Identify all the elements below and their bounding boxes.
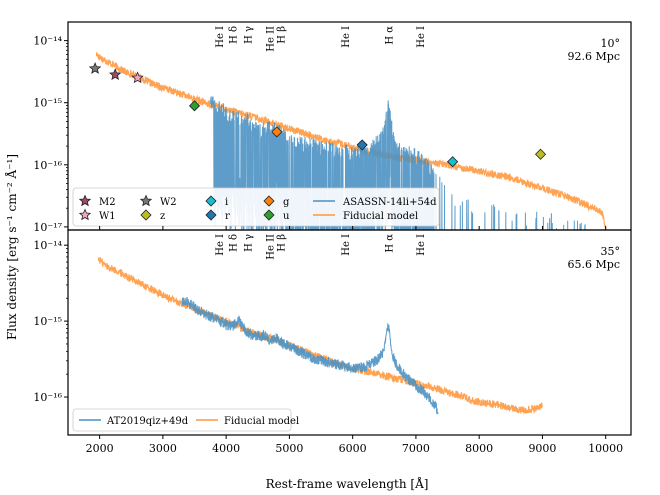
line-marker-label: He II bbox=[266, 234, 277, 260]
line-marker-label: He I bbox=[215, 26, 226, 48]
legend-label: z bbox=[160, 211, 165, 222]
y-tick-label: 10⁻¹⁷ bbox=[33, 221, 62, 234]
x-tick-label: 10000 bbox=[588, 442, 623, 455]
legend-frame bbox=[72, 408, 292, 432]
legend-label: AT2019qiz+49d bbox=[106, 416, 189, 427]
y-tick-label: 10⁻¹⁶ bbox=[33, 391, 62, 404]
legend-marker-r bbox=[205, 209, 217, 221]
y-tick-label: 10⁻¹⁴ bbox=[33, 35, 62, 48]
photometry-point-m2 bbox=[109, 68, 122, 81]
legend-marker-m2 bbox=[78, 194, 92, 207]
line-marker-label: H β bbox=[277, 234, 288, 252]
x-tick-label: 9000 bbox=[528, 442, 556, 455]
top-angle-label: 10° bbox=[601, 37, 621, 50]
line-marker-label: H α bbox=[384, 234, 395, 253]
x-tick-label: 7000 bbox=[402, 442, 430, 455]
observed-spectrum-bottom bbox=[181, 297, 439, 415]
legend-marker-w2 bbox=[139, 194, 153, 207]
x-tick-label: 5000 bbox=[275, 442, 303, 455]
line-marker-label: He I bbox=[416, 26, 427, 48]
bottom-plot-area bbox=[97, 256, 543, 415]
photometry-point-u bbox=[188, 100, 201, 112]
legend-marker-u bbox=[263, 209, 275, 221]
bottom-angle-label: 35° bbox=[601, 245, 621, 258]
line-marker-label: H α bbox=[384, 26, 395, 45]
legend-label: Fiducial model bbox=[343, 211, 418, 222]
line-marker-label: H γ bbox=[244, 26, 255, 44]
line-marker-label: H δ bbox=[229, 234, 240, 252]
line-marker-label: H γ bbox=[244, 234, 255, 252]
model-spectrum-bottom bbox=[97, 256, 543, 415]
y-tick-label: 10⁻¹⁵ bbox=[33, 315, 62, 328]
x-tick-label: 4000 bbox=[212, 442, 240, 455]
photometry-point-g bbox=[271, 126, 283, 138]
bottom-ticks: 10⁻¹⁴ 10⁻¹⁵ 10⁻¹⁶ bbox=[33, 239, 68, 404]
legend-label: u bbox=[283, 211, 290, 222]
legend-label: Fiducial model bbox=[224, 416, 299, 427]
line-marker-label: H β bbox=[277, 26, 288, 44]
top-ticks: 10⁻¹⁴ 10⁻¹⁵ 10⁻¹⁶ 10⁻¹⁷ bbox=[33, 35, 68, 234]
legend-marker-g bbox=[263, 195, 275, 207]
top-legend: M2 W1 W2 z ir gu ASASSN-14li+54d Fiducial model bbox=[72, 187, 440, 227]
line-marker-label: H δ bbox=[229, 26, 240, 44]
legend-label: ASASSN-14li+54d bbox=[342, 197, 437, 208]
photometry-point-w1 bbox=[131, 71, 144, 84]
x-tick-label: 3000 bbox=[149, 442, 177, 455]
line-marker-label: He I bbox=[416, 234, 427, 256]
photometry-point-z bbox=[534, 148, 547, 160]
x-tick-label: 8000 bbox=[465, 442, 493, 455]
line-marker-label: He I bbox=[341, 26, 352, 48]
bottom-legend: AT2019qiz+49d Fiducial model bbox=[72, 408, 299, 432]
top-photometry bbox=[88, 62, 547, 168]
top-distance-label: 92.6 Mpc bbox=[568, 50, 620, 63]
line-marker-label: He I bbox=[215, 234, 226, 256]
photometry-point-i bbox=[447, 156, 459, 168]
legend-marker-z bbox=[140, 209, 152, 221]
y-tick-label: 10⁻¹⁴ bbox=[33, 239, 62, 252]
legend-label: W2 bbox=[160, 197, 177, 208]
legend-label: W1 bbox=[99, 211, 116, 222]
y-axis-label: Flux density [erg s⁻¹ cm⁻² Å⁻¹] bbox=[4, 154, 19, 340]
legend-label: M2 bbox=[99, 197, 116, 208]
y-tick-label: 10⁻¹⁵ bbox=[33, 97, 62, 110]
bottom-axes-frame bbox=[67, 229, 632, 436]
legend-label: i bbox=[225, 197, 228, 208]
y-tick-label: 10⁻¹⁶ bbox=[33, 159, 62, 172]
photometry-point-r bbox=[356, 139, 368, 151]
legend-frame bbox=[72, 187, 440, 227]
bottom-distance-label: 65.6 Mpc bbox=[568, 258, 620, 271]
line-marker-label: He II bbox=[266, 26, 277, 52]
photometry-point-w2 bbox=[88, 62, 102, 74]
x-ticks: 2000 3000 4000 5000 6000 7000 8000 9000 10000 bbox=[86, 226, 623, 455]
legend-marker-w1 bbox=[78, 208, 92, 221]
x-tick-label: 2000 bbox=[86, 442, 114, 455]
x-axis-label: Rest-frame wavelength [Å] bbox=[266, 476, 429, 491]
x-tick-label: 6000 bbox=[339, 442, 367, 455]
legend-label: r bbox=[225, 211, 230, 222]
legend-marker-i bbox=[205, 195, 217, 207]
line-marker-label: He I bbox=[341, 234, 352, 256]
legend-label: g bbox=[283, 197, 290, 208]
model-spectrum-top bbox=[95, 52, 607, 230]
